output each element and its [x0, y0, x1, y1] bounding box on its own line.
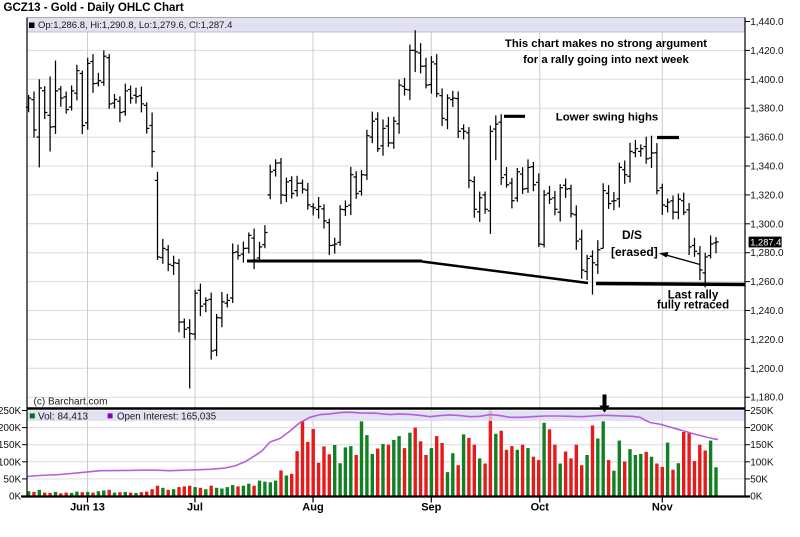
svg-text:150K: 150K	[750, 440, 774, 451]
svg-text:Op:1,286.8, Hi:1,290.8, Lo:1,2: Op:1,286.8, Hi:1,290.8, Lo:1,279.6, Cl:1…	[38, 20, 232, 31]
svg-text:150K: 150K	[0, 440, 22, 451]
svg-text:GCZ13 - Gold - Daily OHLC Char: GCZ13 - Gold - Daily OHLC Chart	[4, 2, 184, 14]
svg-text:1,240.0: 1,240.0	[750, 306, 784, 317]
svg-text:250K: 250K	[0, 406, 22, 417]
svg-text:Nov: Nov	[652, 502, 674, 514]
svg-text:1,220.0: 1,220.0	[750, 335, 784, 346]
svg-text:1,380.0: 1,380.0	[750, 104, 784, 115]
svg-text:0K: 0K	[750, 492, 763, 503]
svg-text:Open Interest: 165,035: Open Interest: 165,035	[117, 412, 216, 423]
svg-text:Jul: Jul	[187, 502, 203, 514]
svg-text:1,360.0: 1,360.0	[750, 133, 784, 144]
svg-text:Lower swing highs: Lower swing highs	[556, 112, 659, 124]
svg-text:[erased]: [erased]	[611, 245, 658, 259]
svg-text:1,180.0: 1,180.0	[750, 393, 784, 404]
svg-text:200K: 200K	[750, 423, 774, 434]
svg-text:This chart makes no strong arg: This chart makes no strong argument	[505, 38, 707, 50]
svg-text:1,440.0: 1,440.0	[750, 17, 784, 28]
svg-text:Oct: Oct	[531, 502, 550, 514]
svg-text:50K: 50K	[3, 474, 21, 485]
svg-text:Sep: Sep	[421, 502, 441, 514]
svg-text:1,300.0: 1,300.0	[750, 219, 784, 230]
svg-text:Jun 13: Jun 13	[70, 502, 105, 514]
svg-text:1,420.0: 1,420.0	[750, 46, 784, 57]
svg-text:Aug: Aug	[302, 502, 323, 514]
svg-text:(c) Barchart.com: (c) Barchart.com	[34, 397, 108, 408]
svg-text:1,400.0: 1,400.0	[750, 75, 784, 86]
svg-text:100K: 100K	[750, 457, 774, 468]
svg-text:D/S: D/S	[622, 228, 642, 242]
svg-text:1,287.4: 1,287.4	[750, 237, 781, 247]
svg-text:1,340.0: 1,340.0	[750, 162, 784, 173]
svg-text:0K: 0K	[9, 492, 22, 503]
svg-text:1,200.0: 1,200.0	[750, 364, 784, 375]
svg-text:Last rally: Last rally	[668, 290, 719, 302]
svg-text:250K: 250K	[750, 406, 774, 417]
svg-text:fully retraced: fully retraced	[657, 300, 729, 312]
svg-text:1,260.0: 1,260.0	[750, 277, 784, 288]
svg-text:50K: 50K	[750, 474, 768, 485]
svg-text:1,280.0: 1,280.0	[750, 248, 784, 259]
svg-text:200K: 200K	[0, 423, 22, 434]
svg-text:1,320.0: 1,320.0	[750, 190, 784, 201]
svg-text:Vol: 84,413: Vol: 84,413	[38, 412, 88, 423]
svg-text:100K: 100K	[0, 457, 22, 468]
svg-text:for a rally going into next we: for a rally going into next week	[523, 54, 689, 66]
